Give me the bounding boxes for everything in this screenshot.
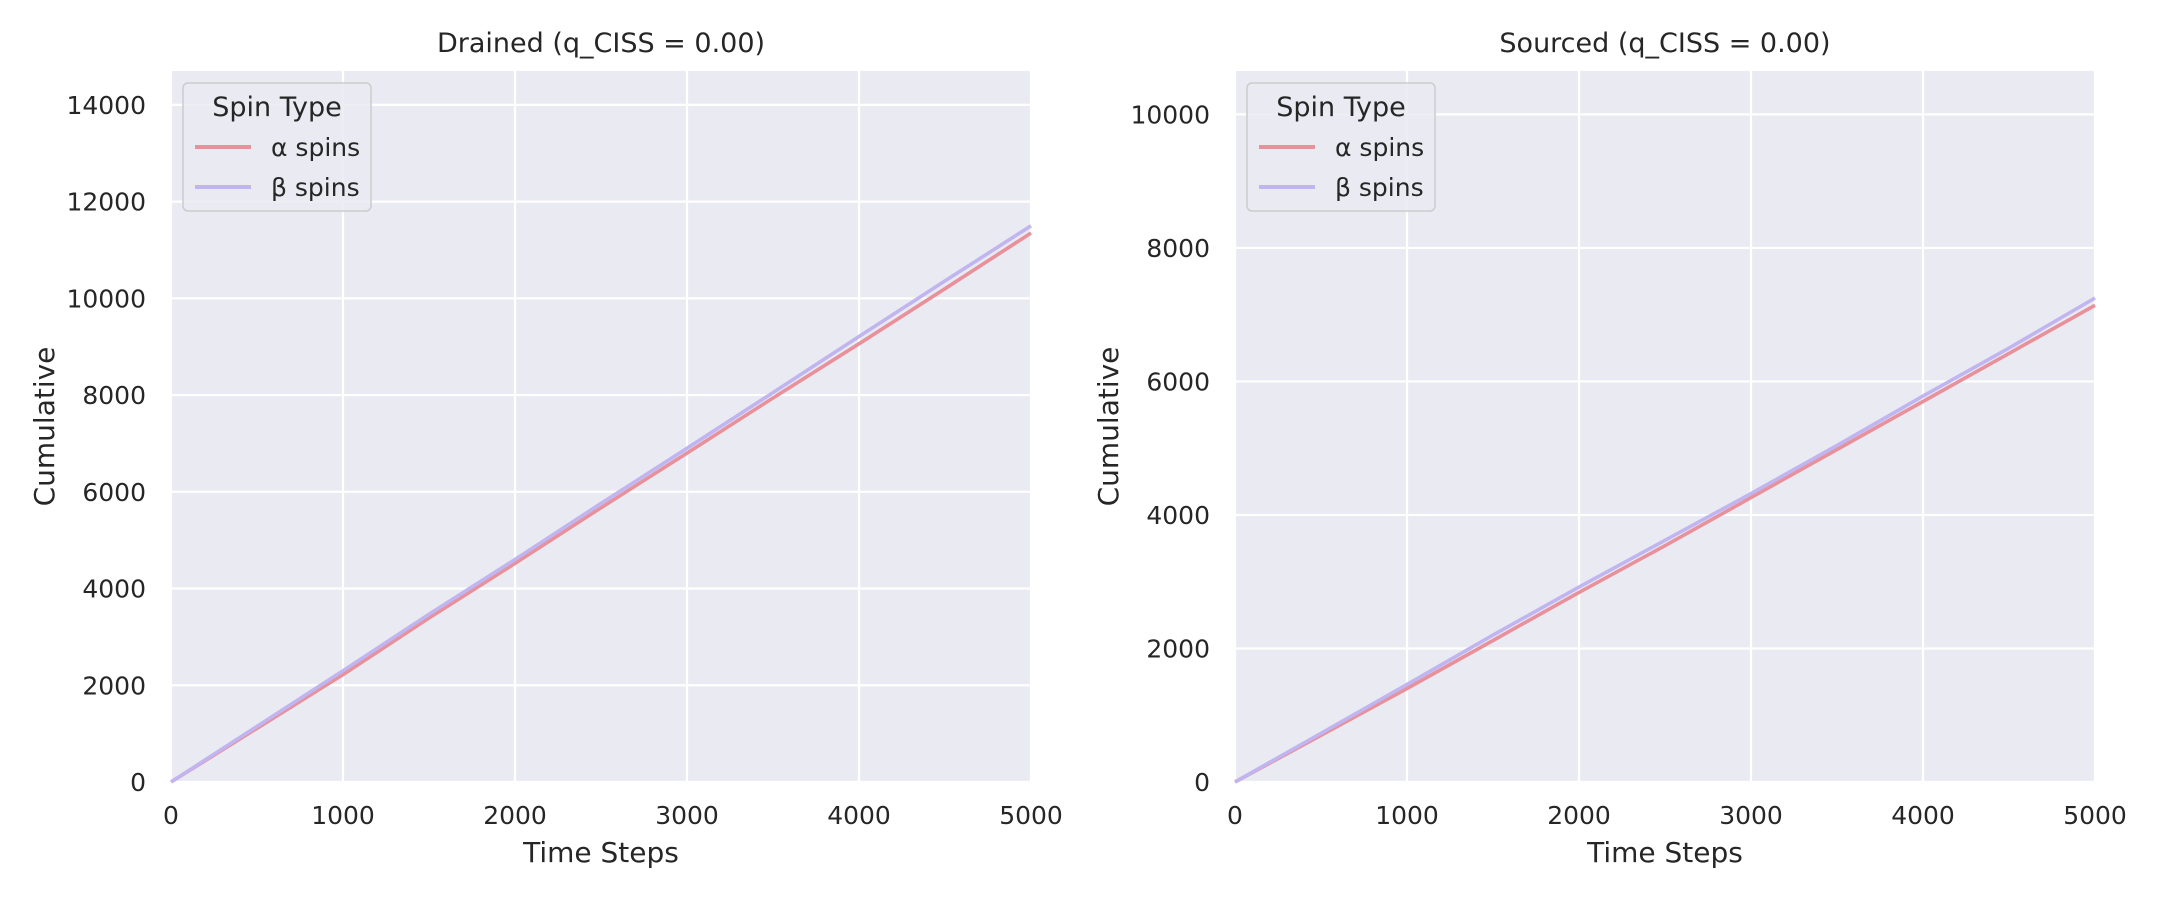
legend-title: Spin Type — [1276, 92, 1406, 123]
series-line-beta — [170, 224, 1032, 784]
y-axis-label: Cumulative — [1092, 347, 1125, 507]
x-tick-label: 5000 — [999, 801, 1063, 830]
y-tick-label: 2000 — [82, 671, 146, 700]
x-tick-label: 3000 — [1719, 801, 1783, 830]
subplot-drained: 0 1000 2000 3000 4000 5000 0 2000 4000 6000 8000 10… — [28, 28, 1063, 869]
legend-label-beta: β spins — [271, 173, 360, 202]
subplot-sourced: 0 1000 2000 3000 4000 5000 0 2000 4000 6000 8000 10… — [1092, 28, 2127, 869]
chart-title: Drained (q_CISS = 0.00) — [437, 28, 765, 59]
chart-title: Sourced (q_CISS = 0.00) — [1499, 28, 1830, 59]
x-tick-label: 1000 — [311, 801, 375, 830]
x-tick-label: 0 — [1227, 801, 1243, 830]
series-line-alpha — [170, 231, 1032, 784]
y-tick-label: 10000 — [66, 284, 146, 313]
y-tick-label: 6000 — [1146, 367, 1210, 396]
x-tick-label: 1000 — [1375, 801, 1439, 830]
y-tick-label: 0 — [1194, 768, 1210, 797]
x-tick-label: 4000 — [827, 801, 891, 830]
y-tick-label: 12000 — [66, 188, 146, 217]
x-tick-label: 3000 — [655, 801, 719, 830]
series-line-beta — [1234, 296, 2096, 784]
y-tick-label: 4000 — [82, 575, 146, 604]
x-tick-label: 0 — [163, 801, 179, 830]
legend-label-alpha: α spins — [1335, 133, 1424, 162]
x-axis-label: Time Steps — [522, 836, 679, 869]
legend-label-beta: β spins — [1335, 173, 1424, 202]
y-tick-label: 10000 — [1130, 100, 1210, 129]
x-axis-label: Time Steps — [1586, 836, 1743, 869]
legend-frame — [182, 82, 372, 212]
legend-label-alpha: α spins — [271, 133, 360, 162]
legend: Spin Type α spins β spins — [1246, 82, 1436, 212]
y-tick-label: 6000 — [82, 478, 146, 507]
x-tick-label: 2000 — [1547, 801, 1611, 830]
series-line-alpha — [1234, 303, 2096, 784]
x-tick-label: 5000 — [2063, 801, 2127, 830]
legend: Spin Type α spins β spins — [182, 82, 372, 212]
y-tick-label: 14000 — [66, 91, 146, 120]
y-tick-label: 4000 — [1146, 501, 1210, 530]
x-tick-label: 2000 — [483, 801, 547, 830]
x-tick-label: 4000 — [1891, 801, 1955, 830]
y-tick-label: 2000 — [1146, 634, 1210, 663]
y-tick-label: 8000 — [82, 381, 146, 410]
y-tick-label: 8000 — [1146, 234, 1210, 263]
y-tick-label: 0 — [130, 768, 146, 797]
legend-frame — [1246, 82, 1436, 212]
legend-title: Spin Type — [212, 92, 342, 123]
y-axis-label: Cumulative — [28, 347, 61, 507]
